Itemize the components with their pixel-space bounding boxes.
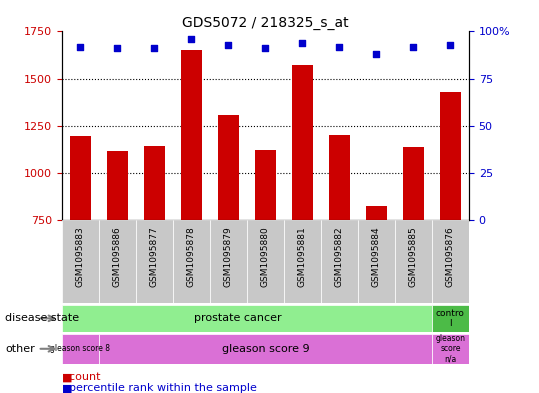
Text: contro
l: contro l (436, 309, 465, 328)
Point (150, 45, 159, 51)
Bar (62, 334, 99, 364)
Point (409, 43, 418, 50)
Bar (403, 147, 424, 220)
Point (335, 43, 344, 50)
Text: percentile rank within the sample: percentile rank within the sample (62, 383, 257, 393)
Bar (284, 220, 321, 303)
Point (261, 45, 270, 51)
Bar (62, 220, 99, 303)
Bar (321, 220, 358, 303)
Text: GSM1095882: GSM1095882 (335, 227, 344, 287)
Bar (432, 220, 469, 303)
Text: ■: ■ (62, 383, 72, 393)
Bar (218, 116, 239, 220)
Bar (440, 92, 461, 220)
Bar (432, 305, 469, 332)
Bar (107, 151, 128, 220)
Text: GSM1095883: GSM1095883 (76, 227, 85, 287)
Point (187, 36, 196, 42)
Bar (99, 334, 432, 364)
Bar (329, 135, 350, 220)
Point (298, 40, 307, 46)
Bar (292, 65, 313, 220)
Bar (70, 136, 91, 220)
Bar (255, 150, 275, 220)
Bar (181, 50, 202, 220)
Point (224, 42, 233, 48)
Text: GSM1095880: GSM1095880 (261, 227, 270, 287)
Text: GSM1095885: GSM1095885 (409, 227, 418, 287)
Text: disease state: disease state (5, 313, 80, 323)
Bar (210, 220, 247, 303)
Point (446, 42, 455, 48)
Text: GSM1095877: GSM1095877 (150, 227, 159, 287)
Bar (173, 220, 210, 303)
Text: GSM1095884: GSM1095884 (372, 227, 381, 287)
Bar (99, 220, 136, 303)
Bar (247, 220, 284, 303)
Point (76, 43, 85, 50)
Title: GDS5072 / 218325_s_at: GDS5072 / 218325_s_at (182, 17, 349, 30)
Text: gleason score 8: gleason score 8 (51, 344, 110, 353)
Point (372, 51, 381, 57)
Text: GSM1095886: GSM1095886 (113, 227, 122, 287)
Text: GSM1095876: GSM1095876 (446, 227, 455, 287)
Bar (136, 220, 173, 303)
Text: ■: ■ (62, 372, 72, 382)
Text: GSM1095879: GSM1095879 (224, 227, 233, 287)
Bar (395, 220, 432, 303)
Bar (432, 334, 469, 364)
Text: prostate cancer: prostate cancer (194, 313, 281, 323)
Bar (367, 206, 386, 220)
Text: count: count (62, 372, 100, 382)
Text: gleason score 9: gleason score 9 (222, 344, 309, 354)
Bar (144, 145, 164, 220)
Point (113, 45, 122, 51)
Bar (358, 220, 395, 303)
Text: other: other (5, 344, 35, 354)
Text: gleason
score
n/a: gleason score n/a (436, 334, 466, 364)
Text: GSM1095878: GSM1095878 (187, 227, 196, 287)
Text: GSM1095881: GSM1095881 (298, 227, 307, 287)
